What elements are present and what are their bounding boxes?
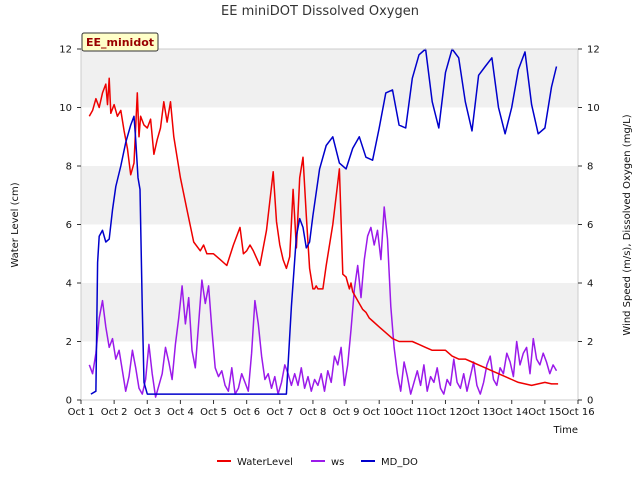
site-badge: EE_minidot — [81, 32, 159, 52]
y-tick-label-right: 2 — [587, 337, 593, 348]
grid-band — [81, 166, 578, 225]
x-tick-label: Oct 14 — [495, 407, 528, 418]
x-tick-label: Oct 16 — [561, 407, 594, 418]
y-tick-label-right: 0 — [587, 396, 593, 407]
y-tick-label-right: 8 — [587, 162, 593, 173]
y-tick-label-left: 2 — [66, 337, 72, 348]
grid-bands — [81, 49, 578, 400]
x-tick-label: Oct 3 — [134, 407, 161, 418]
badge-box — [81, 32, 159, 52]
y-tick-label-left: 12 — [59, 45, 72, 56]
legend-label: MD_DO — [381, 457, 418, 468]
x-axis-label: Time — [553, 425, 578, 436]
grid-band — [81, 49, 578, 108]
x-tick-label: Oct 8 — [300, 407, 327, 418]
x-tick-label: Oct 15 — [528, 407, 561, 418]
grid-band — [81, 107, 578, 166]
y-tick-label-left: 8 — [66, 162, 72, 173]
series-line-ws — [88, 206, 558, 398]
y-axis-right-label: Wind Speed (m/s), Dissolved Oxygen (mg/L… — [622, 114, 633, 335]
y-tick-label-left: 6 — [66, 220, 72, 231]
x-tick-label: Oct 7 — [266, 407, 293, 418]
x-tick-label: Oct 11 — [396, 407, 429, 418]
badge-label: EE_minidot — [86, 36, 154, 49]
series-line-waterlevel — [88, 77, 559, 387]
x-tick-label: Oct 9 — [333, 407, 360, 418]
x-tick-label: Oct 4 — [167, 407, 194, 418]
y-axis-left-label: Water Level (cm) — [10, 182, 21, 267]
x-tick-label: Oct 10 — [363, 407, 396, 418]
y-tick-label-right: 10 — [587, 103, 600, 114]
series-line-md-do — [90, 48, 558, 395]
x-tick-label: Oct 12 — [429, 407, 462, 418]
y-tick-label-right: 6 — [587, 220, 593, 231]
x-tick-label: Oct 13 — [462, 407, 495, 418]
legend: WaterLevel ws MD_DO — [217, 457, 418, 468]
x-tick-label: Oct 1 — [68, 407, 95, 418]
x-tick-label: Oct 2 — [101, 407, 128, 418]
y-tick-label-right: 12 — [587, 45, 600, 56]
y-tick-label-left: 0 — [66, 396, 72, 407]
x-tick-label: Oct 5 — [200, 407, 227, 418]
y-tick-label-left: 10 — [59, 103, 72, 114]
x-tick-label: Oct 6 — [233, 407, 260, 418]
y-tick-label-right: 4 — [587, 279, 593, 290]
series-layer — [88, 48, 559, 398]
grid-band — [81, 283, 578, 342]
axes: Oct 1 Oct 2 Oct 3 Oct 4 Oct 5 Oct 6 Oct 7 Oct 8… — [59, 45, 599, 419]
chart-title: EE miniDOT Dissolved Oxygen — [221, 4, 419, 19]
grid-band — [81, 224, 578, 283]
legend-label: ws — [331, 457, 344, 468]
legend-label: WaterLevel — [237, 457, 293, 468]
grid-band — [81, 341, 578, 400]
y-tick-label-left: 4 — [66, 279, 72, 290]
